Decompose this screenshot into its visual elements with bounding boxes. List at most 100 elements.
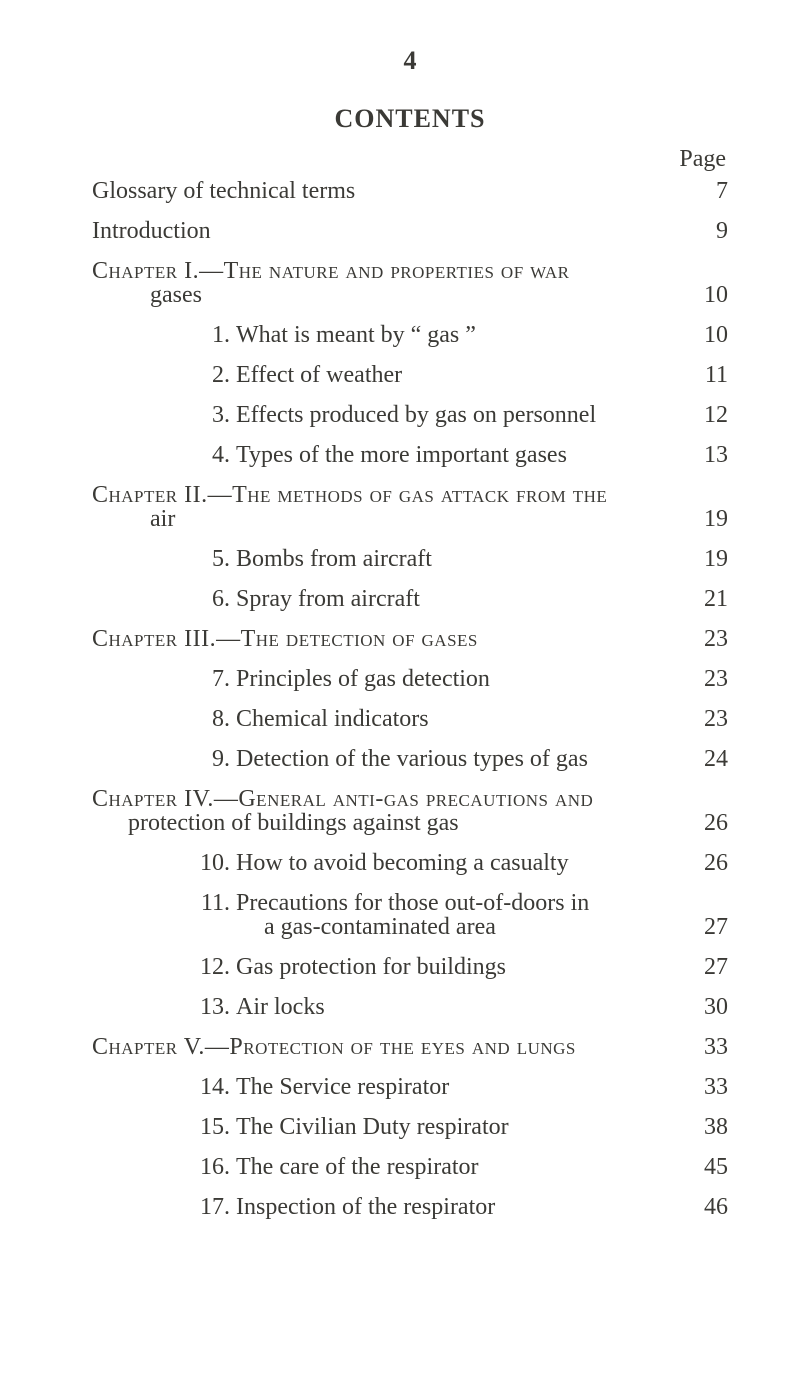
toc-page: 13 [680, 443, 728, 467]
toc-subentry: 4. Types of the more important gases 13 [92, 443, 728, 467]
page-number: 4 [92, 46, 728, 76]
toc-entry-chapter-1: Chapter I.—The nature and properties of … [92, 259, 728, 307]
toc-num: 8. [196, 707, 230, 731]
toc-page: 30 [680, 995, 728, 1019]
toc-num: 7. [196, 667, 230, 691]
toc-subentry: 5. Bombs from aircraft 19 [92, 547, 728, 571]
toc-text: How to avoid becoming a casualty [236, 851, 569, 875]
toc-text: Chemical indicators [236, 707, 429, 731]
toc-num: 3. [196, 403, 230, 427]
toc-subentry: 11. Precautions for those out-of-doors i… [92, 891, 728, 939]
toc-text: Introduction [92, 219, 211, 243]
toc-text-line2: air [92, 507, 680, 531]
toc-page: 45 [680, 1155, 728, 1179]
toc-page: 26 [680, 851, 728, 875]
toc-page: 33 [680, 1035, 728, 1059]
toc-text: Chapter V.—Protection of the eyes and lu… [92, 1035, 576, 1059]
toc-subentry: 3. Effects produced by gas on personnel … [92, 403, 728, 427]
toc-page: 10 [680, 323, 728, 347]
chapter-label: Chapter IV.—General anti-gas precautions… [92, 786, 593, 812]
toc-text: Bombs from aircraft [236, 547, 432, 571]
toc-text: Gas protection for buildings [236, 955, 506, 979]
toc-subentry: 9. Detection of the various types of gas… [92, 747, 728, 771]
toc-page: 26 [680, 811, 728, 835]
toc-text: Glossary of technical terms [92, 179, 355, 203]
toc-page: 10 [680, 283, 728, 307]
toc-text: The Civilian Duty respirator [236, 1115, 509, 1139]
toc-text: The care of the respirator [236, 1155, 479, 1179]
toc-text: Chapter I.—The nature and properties of … [92, 259, 680, 307]
toc-page: 23 [680, 627, 728, 651]
toc-entry-chapter-2: Chapter II.—The methods of gas attack fr… [92, 483, 728, 531]
toc-text: Chapter II.—The methods of gas attack fr… [92, 483, 680, 531]
toc-num: 5. [196, 547, 230, 571]
toc-subentry: 10. How to avoid becoming a casualty 26 [92, 851, 728, 875]
contents-title: CONTENTS [92, 104, 728, 134]
toc-page: 23 [680, 707, 728, 731]
toc-page: 46 [680, 1195, 728, 1219]
toc-page: 21 [680, 587, 728, 611]
toc-text-line1: Precautions for those out-of-doors in [236, 891, 680, 915]
page: 4 CONTENTS Page Glossary of technical te… [0, 0, 800, 1275]
toc-num: 1. [196, 323, 230, 347]
toc-num: 11. [196, 891, 230, 915]
toc-entry-chapter-5: Chapter V.—Protection of the eyes and lu… [92, 1035, 728, 1059]
toc-subentry: 8. Chemical indicators 23 [92, 707, 728, 731]
toc-entry-chapter-3: Chapter III.—The detection of gases 23 [92, 627, 728, 651]
toc-num: 4. [196, 443, 230, 467]
toc-num: 10. [196, 851, 230, 875]
toc-subentry: 15. The Civilian Duty respirator 38 [92, 1115, 728, 1139]
toc-subentry: 7. Principles of gas detection 23 [92, 667, 728, 691]
toc-num: 14. [196, 1075, 230, 1099]
toc-num: 13. [196, 995, 230, 1019]
toc-num: 12. [196, 955, 230, 979]
toc-subentry: 16. The care of the respirator 45 [92, 1155, 728, 1179]
toc-subentry: 6. Spray from aircraft 21 [92, 587, 728, 611]
toc-page: 12 [680, 403, 728, 427]
toc-num: 15. [196, 1115, 230, 1139]
toc-subentry: 17. Inspection of the respirator 46 [92, 1195, 728, 1219]
toc-subentry: 13. Air locks 30 [92, 995, 728, 1019]
toc-page: 33 [680, 1075, 728, 1099]
toc-text: Effects produced by gas on personnel [236, 403, 596, 427]
toc-subentry: 2. Effect of weather 11 [92, 363, 728, 387]
toc-page: 23 [680, 667, 728, 691]
toc-subentry: 14. The Service respirator 33 [92, 1075, 728, 1099]
toc-page: 19 [680, 507, 728, 531]
toc-text: Effect of weather [236, 363, 402, 387]
toc-text: Air locks [236, 995, 325, 1019]
toc-text: Detection of the various types of gas [236, 747, 588, 771]
chapter-label: Chapter I.—The nature and properties of … [92, 258, 569, 284]
toc-entry-glossary: Glossary of technical terms 7 [92, 179, 728, 203]
toc-text: Precautions for those out-of-doors in a … [236, 891, 680, 939]
toc-page: 7 [680, 179, 728, 203]
toc-page: 24 [680, 747, 728, 771]
toc-text: Types of the more important gases [236, 443, 567, 467]
toc-page: 9 [680, 219, 728, 243]
toc-num: 16. [196, 1155, 230, 1179]
page-column-label: Page [92, 146, 728, 173]
toc-text: The Service respirator [236, 1075, 449, 1099]
toc-text: What is meant by “ gas ” [236, 323, 476, 347]
toc-num: 17. [196, 1195, 230, 1219]
toc-page: 27 [680, 955, 728, 979]
chapter-label: Chapter II.—The methods of gas attack fr… [92, 482, 607, 508]
toc-text: Inspection of the respirator [236, 1195, 495, 1219]
toc-page: 19 [680, 547, 728, 571]
toc-text: Chapter IV.—General anti-gas precautions… [92, 787, 680, 835]
toc-subentry: 1. What is meant by “ gas ” 10 [92, 323, 728, 347]
toc-entry-introduction: Introduction 9 [92, 219, 728, 243]
toc-num: 9. [196, 747, 230, 771]
toc-text-line2: a gas-contaminated area [236, 915, 680, 939]
toc-text-line2: protection of buildings against gas [92, 811, 680, 835]
toc-entry-chapter-4: Chapter IV.—General anti-gas precautions… [92, 787, 728, 835]
toc-num: 2. [196, 363, 230, 387]
toc-text: Spray from aircraft [236, 587, 420, 611]
toc-page: 38 [680, 1115, 728, 1139]
toc-text-line2: gases [92, 283, 680, 307]
toc-num: 6. [196, 587, 230, 611]
toc-text: Chapter III.—The detection of gases [92, 627, 478, 651]
toc-text: Principles of gas detection [236, 667, 490, 691]
toc-subentry: 12. Gas protection for buildings 27 [92, 955, 728, 979]
toc-page: 27 [680, 915, 728, 939]
